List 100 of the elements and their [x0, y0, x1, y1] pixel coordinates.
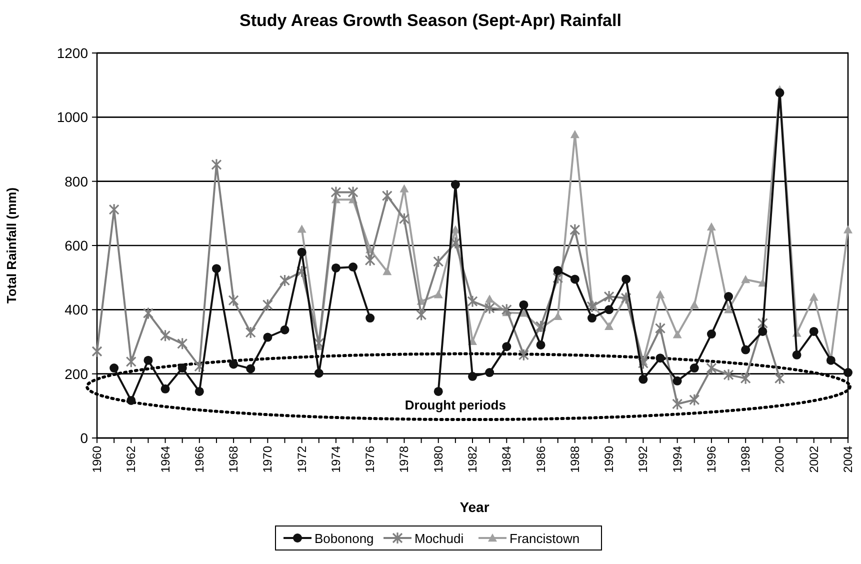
point [433, 255, 444, 268]
x-axis-title: Year [460, 499, 490, 515]
point [468, 372, 477, 381]
point [108, 203, 120, 216]
point [348, 262, 358, 272]
y-tick-label: 800 [64, 173, 88, 190]
point [570, 223, 580, 236]
point [604, 290, 614, 303]
point [587, 314, 596, 323]
point [519, 300, 528, 310]
point [366, 314, 375, 323]
point [348, 186, 358, 199]
point [296, 265, 308, 278]
point [724, 292, 734, 302]
legend-label: Bobonong [314, 531, 374, 546]
x-tick-label: 2000 [772, 446, 787, 473]
point [672, 398, 683, 410]
point [656, 290, 665, 298]
point [502, 342, 512, 352]
point [706, 222, 716, 230]
point [92, 345, 102, 358]
point [620, 292, 632, 304]
point [297, 248, 306, 257]
point [741, 345, 750, 354]
point [638, 356, 648, 370]
x-tick-label: 1988 [568, 446, 582, 473]
point [485, 368, 494, 378]
point [297, 224, 306, 233]
y-tick-label: 1000 [56, 109, 88, 126]
point [518, 348, 530, 362]
point [228, 294, 239, 307]
point [484, 302, 495, 314]
point [177, 337, 188, 350]
x-tick-label: 1970 [260, 446, 275, 473]
point [364, 254, 376, 267]
point [126, 355, 136, 368]
x-tick-label: 1974 [328, 446, 343, 473]
x-tick-label: 1978 [397, 446, 412, 473]
point [400, 184, 409, 192]
x-tick-label: 1996 [704, 446, 718, 473]
x-tick-label: 1976 [363, 446, 378, 473]
point [774, 372, 786, 385]
point [331, 263, 340, 272]
x-tick-label: 1960 [90, 446, 104, 473]
point [212, 264, 221, 274]
x-tick-label: 1966 [192, 446, 206, 473]
point [809, 326, 818, 336]
point [110, 364, 119, 373]
point [382, 189, 392, 202]
x-tick-label: 2002 [806, 446, 821, 473]
point [758, 326, 768, 336]
x-tick-label: 1964 [158, 446, 172, 473]
x-tick-label: 2004 [841, 446, 855, 473]
point [314, 336, 324, 350]
point [330, 186, 342, 199]
point [656, 354, 665, 363]
point [144, 356, 153, 365]
x-tick-label: 1992 [636, 446, 650, 473]
point [434, 386, 443, 396]
point [570, 130, 580, 138]
point [553, 266, 562, 276]
y-tick-label: 1200 [56, 45, 88, 61]
point [246, 364, 256, 374]
point [654, 322, 666, 335]
point [245, 326, 256, 339]
point [809, 292, 818, 301]
point [690, 300, 699, 308]
point [194, 360, 205, 373]
legend-label: Francistown [510, 531, 580, 546]
x-tick-label: 1968 [226, 446, 241, 473]
point [604, 322, 614, 330]
point [416, 308, 427, 322]
point [535, 320, 546, 333]
point [126, 396, 136, 405]
x-tick-label: 1962 [124, 446, 138, 473]
x-tick-label: 1972 [294, 446, 309, 473]
point [586, 300, 598, 313]
y-tick-label: 200 [64, 366, 88, 382]
point [280, 325, 290, 334]
point [706, 362, 717, 374]
point [775, 88, 784, 98]
point [262, 298, 273, 312]
point [178, 364, 187, 373]
point [450, 180, 460, 190]
point [398, 212, 410, 226]
point [724, 305, 734, 314]
point [552, 272, 564, 284]
point [723, 368, 734, 382]
point [263, 332, 272, 342]
point [844, 368, 852, 378]
point [142, 306, 154, 320]
point [740, 372, 751, 385]
point [570, 274, 580, 284]
y-tick-label: 400 [64, 302, 88, 318]
point [706, 330, 716, 339]
point [690, 364, 699, 373]
point [194, 386, 204, 396]
x-tick-label: 1984 [500, 446, 514, 473]
point [382, 266, 392, 276]
y-tick-label: 0 [80, 430, 88, 446]
